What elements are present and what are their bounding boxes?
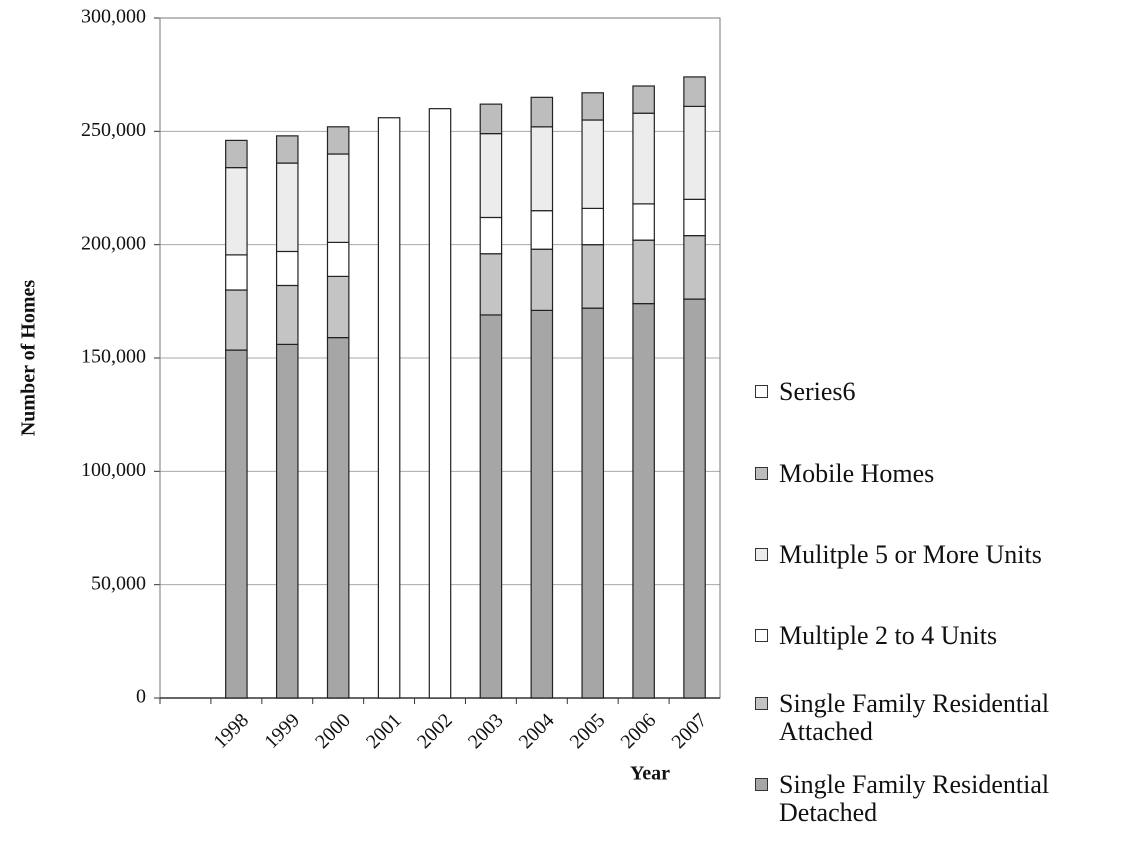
- legend-item: Single Family Residential Detached: [755, 771, 1145, 827]
- bar-segment: [581, 119, 605, 210]
- bar-segment: [275, 250, 299, 287]
- bar-segment: [275, 284, 299, 346]
- y-tick-label: 0: [136, 686, 146, 708]
- y-tick-label: 150,000: [81, 346, 146, 368]
- bar-segment: [632, 239, 655, 305]
- bar-segment: [479, 314, 503, 699]
- bar-segment: [530, 309, 554, 699]
- bar-segment: [581, 207, 605, 246]
- bar-segment: [275, 135, 299, 164]
- legend-label: Mulitple 5 or More Units: [779, 540, 1042, 569]
- bar-segment: [683, 298, 706, 699]
- bar-segment: [530, 126, 554, 212]
- bar-segment: [377, 117, 401, 699]
- legend-label: Mobile Homes: [779, 459, 935, 488]
- legend-swatch: [755, 467, 768, 480]
- bar-segment: [275, 162, 299, 253]
- bar-segment: [632, 203, 655, 241]
- bar-segment: [225, 139, 248, 169]
- bar-segment: [225, 349, 248, 699]
- bar-segment: [530, 210, 554, 250]
- bar-segment: [632, 85, 655, 114]
- x-tick-label: 2003: [464, 709, 508, 753]
- bar-segment: [225, 289, 248, 351]
- bar-segment: [326, 126, 350, 155]
- bar-segment: [326, 153, 350, 244]
- x-axis-title: Year: [630, 763, 670, 785]
- x-tick-label: 2000: [311, 709, 355, 753]
- legend-label: Multiple 2 to 4 Units: [779, 621, 998, 650]
- legend-item: Single Family Residential Attached: [755, 690, 1145, 746]
- x-tick-label: 1999: [260, 709, 304, 753]
- x-tick-label: 1998: [209, 709, 253, 753]
- x-tick-label: 2006: [617, 709, 661, 753]
- legend-swatch: [755, 548, 768, 561]
- y-tick-label: 50,000: [91, 572, 146, 594]
- legend-item: Mulitple 5 or More Units: [755, 541, 1145, 569]
- x-tick-label: 2005: [566, 709, 610, 753]
- y-tick-label: 100,000: [81, 459, 146, 481]
- x-tick-label: 2002: [413, 709, 457, 753]
- bar-segment: [326, 337, 350, 699]
- legend-item: Multiple 2 to 4 Units: [755, 622, 1145, 650]
- bar-segment: [479, 253, 503, 316]
- y-tick-label: 200,000: [81, 232, 146, 254]
- bar-segment: [581, 244, 605, 309]
- x-tick-label: 2004: [515, 709, 559, 753]
- legend-label: Series6: [779, 377, 856, 406]
- bar-segment: [683, 76, 706, 108]
- y-tick-label: 300,000: [81, 6, 146, 28]
- bar-segment: [683, 105, 706, 200]
- bar-segment: [479, 133, 503, 219]
- bar-segment: [632, 112, 655, 205]
- legend-swatch: [755, 697, 768, 710]
- legend-swatch: [755, 385, 768, 398]
- legend-swatch: [755, 778, 768, 791]
- legend-item: Mobile Homes: [755, 460, 1145, 488]
- x-tick-label: 2007: [667, 709, 711, 753]
- legend-swatch: [755, 629, 768, 642]
- bar-segment: [581, 307, 605, 699]
- bar-segment: [275, 343, 299, 699]
- bar-segment: [326, 241, 350, 277]
- bar-segment: [479, 216, 503, 255]
- bar-segment: [632, 303, 655, 699]
- y-tick-label: 250,000: [81, 119, 146, 141]
- legend-label: Single Family Residential Attached: [779, 689, 1050, 746]
- bar-segment: [225, 167, 248, 256]
- bar-segment: [683, 235, 706, 300]
- bar-segment: [326, 275, 350, 339]
- legend-item: Series6: [755, 378, 1145, 406]
- bar-segment: [683, 198, 706, 237]
- legend-label: Single Family Residential Detached: [779, 770, 1050, 827]
- bar-segment: [581, 92, 605, 121]
- bar-segment: [428, 108, 452, 699]
- x-tick-label: 2001: [362, 709, 406, 753]
- bar-segment: [479, 103, 503, 135]
- bar-segment: [530, 96, 554, 128]
- bar-segment: [225, 254, 248, 291]
- bar-segment: [530, 248, 554, 311]
- y-axis-title: Number of Homes: [18, 280, 40, 436]
